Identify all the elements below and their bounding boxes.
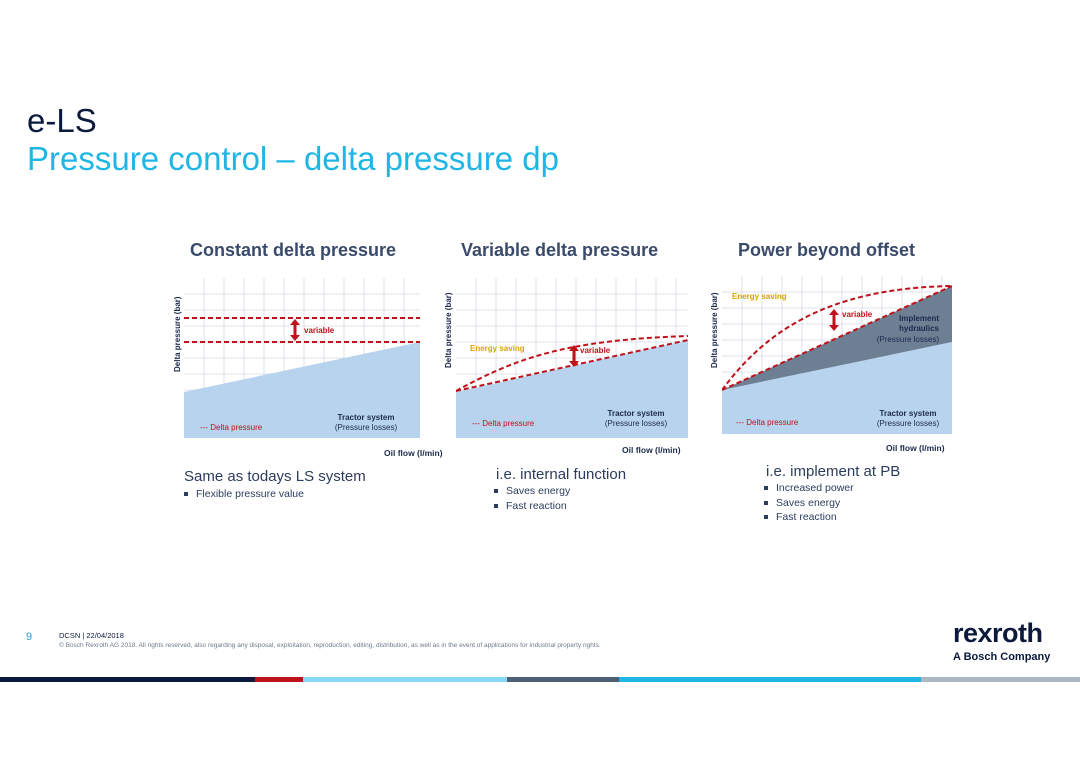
- footer-color-stripe: [0, 677, 1080, 682]
- bullet-square-icon: [184, 492, 188, 497]
- bullet-square-icon: [494, 503, 498, 508]
- variable-delta-pressure-plot: variable Energy saving --- Delta pressur…: [456, 278, 688, 438]
- bullet-square-icon: [764, 515, 768, 520]
- bullet-item: Fast reaction: [494, 500, 570, 512]
- page-number: 9: [26, 631, 33, 643]
- delta-pressure-upper-curve: [456, 335, 688, 392]
- legend-delta-pressure: --- Delta pressure: [472, 419, 535, 428]
- rexroth-logo: rexroth A Bosch Company: [953, 618, 1055, 664]
- bullet-square-icon: [764, 500, 768, 505]
- power-beyond-offset-plot: variable Energy saving Implement hydraul…: [722, 276, 952, 434]
- tractor-system-sub: (Pressure losses): [335, 423, 398, 432]
- bullet-item: Flexible pressure value: [184, 488, 304, 500]
- bullet-list: Saves energy Fast reaction: [494, 485, 570, 514]
- tractor-pressure-loss-area: [722, 390, 952, 434]
- legend-delta-pressure: --- Delta pressure: [736, 418, 799, 427]
- implement-hydraulics-area: [722, 286, 952, 390]
- variable-arrow-icon: [290, 319, 300, 341]
- tractor-system-label: Tractor system: [608, 409, 665, 418]
- panel-heading: i.e. implement at PB: [766, 463, 901, 480]
- implement-label-1: Implement: [899, 314, 939, 323]
- constant-delta-pressure-plot: variable --- Delta pressure Tractor syst…: [184, 278, 420, 438]
- panel-title: Power beyond offset: [738, 240, 916, 260]
- panel-title: Constant delta pressure: [190, 240, 397, 260]
- panel-power-beyond-offset: Power beyond offset Delta pressure (bar)…: [708, 240, 1008, 540]
- x-axis-label: Oil flow (l/min): [384, 448, 443, 458]
- tractor-system-sub: (Pressure losses): [877, 419, 940, 428]
- panel-constant-delta-pressure: Constant delta pressure Delta pressure (…: [170, 240, 470, 540]
- y-axis-label: Delta pressure (bar): [444, 292, 453, 368]
- bullet-item: Saves energy: [764, 497, 854, 509]
- implement-sub: (Pressure losses): [877, 335, 940, 344]
- legend-delta-pressure: --- Delta pressure: [200, 423, 263, 432]
- energy-saving-label: Energy saving: [732, 292, 787, 301]
- variable-label: variable: [842, 310, 873, 319]
- logo-wordmark: rexroth: [953, 618, 1043, 648]
- variable-label: variable: [304, 326, 335, 335]
- tractor-system-sub: (Pressure losses): [605, 419, 668, 428]
- footer-meta: DCSN | 22/04/2018: [59, 631, 124, 640]
- logo-subline: A Bosch Company: [953, 651, 1051, 663]
- panel-variable-delta-pressure: Variable delta pressure Delta pressure (…: [442, 240, 742, 540]
- energy-saving-label: Energy saving: [470, 344, 525, 353]
- bullet-item: Saves energy: [494, 485, 570, 497]
- tractor-pressure-loss-area: [184, 342, 420, 438]
- tractor-pressure-loss-area: [456, 340, 688, 438]
- bullet-square-icon: [764, 486, 768, 491]
- implement-label-2: hydraulics: [899, 324, 940, 333]
- bullet-list: Flexible pressure value: [184, 488, 304, 503]
- bullet-item: Increased power: [764, 482, 854, 494]
- variable-label: variable: [580, 346, 611, 355]
- tractor-system-label: Tractor system: [880, 409, 937, 418]
- y-axis-label: Delta pressure (bar): [710, 292, 719, 368]
- delta-pressure-lower-line: [722, 285, 952, 391]
- bullet-item: Fast reaction: [764, 511, 854, 523]
- bullet-list: Increased power Saves energy Fast reacti…: [764, 482, 854, 526]
- variable-arrow-icon: [569, 345, 579, 367]
- slide-title: e-LS: [27, 102, 97, 139]
- x-axis-label: Oil flow (l/min): [886, 443, 945, 453]
- y-axis-label: Delta pressure (bar): [173, 296, 182, 372]
- slide-subtitle: Pressure control – delta pressure dp: [27, 140, 559, 177]
- footer-copyright: © Bosch Rexroth AG 2018. All rights rese…: [59, 642, 601, 649]
- bullet-square-icon: [494, 489, 498, 494]
- panel-heading: Same as todays LS system: [184, 468, 366, 485]
- delta-pressure-upper-curve: [722, 285, 952, 391]
- variable-arrow-icon: [829, 309, 839, 331]
- panel-heading: i.e. internal function: [496, 466, 627, 483]
- tractor-system-label: Tractor system: [338, 413, 395, 422]
- x-axis-label: Oil flow (l/min): [622, 445, 681, 455]
- panel-title: Variable delta pressure: [461, 240, 659, 260]
